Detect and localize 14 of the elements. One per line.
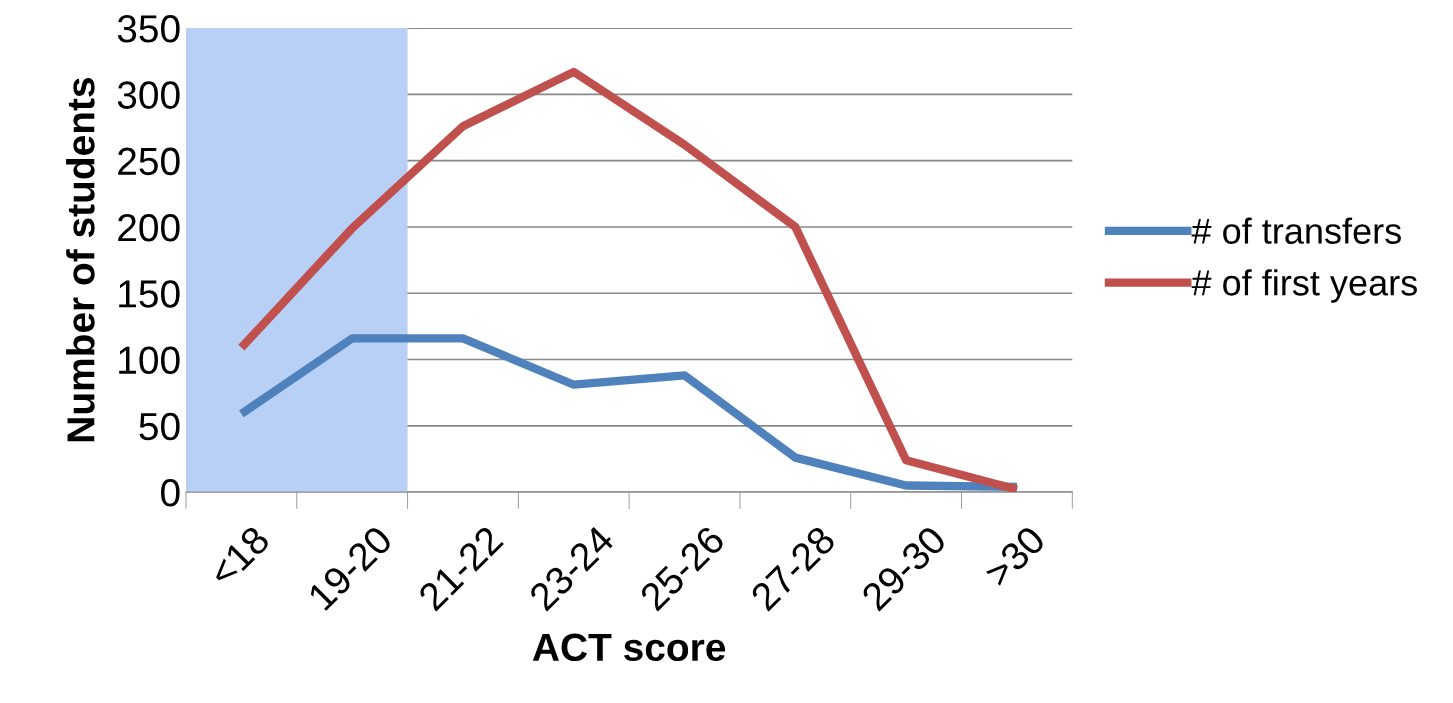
x-tick-label: <18 — [207, 524, 271, 589]
y-tick-label: 350 — [117, 15, 180, 43]
x-tick-label: >30 — [982, 524, 1047, 589]
y-tick-label: 250 — [118, 147, 180, 176]
y-tick-label: 300 — [117, 81, 180, 109]
x-axis-title: ACT score — [532, 633, 726, 662]
y-tick-label: 100 — [119, 346, 180, 375]
legend-label: # of first years — [1191, 269, 1417, 303]
y-tick-label: 50 — [139, 412, 180, 441]
legend-label: # of transfers — [1191, 217, 1401, 244]
y-tick-label: 200 — [118, 213, 180, 242]
y-tick-label: 0 — [161, 479, 180, 507]
y-axis-title: Number of students — [66, 78, 95, 442]
y-tick-label: 150 — [119, 280, 180, 308]
